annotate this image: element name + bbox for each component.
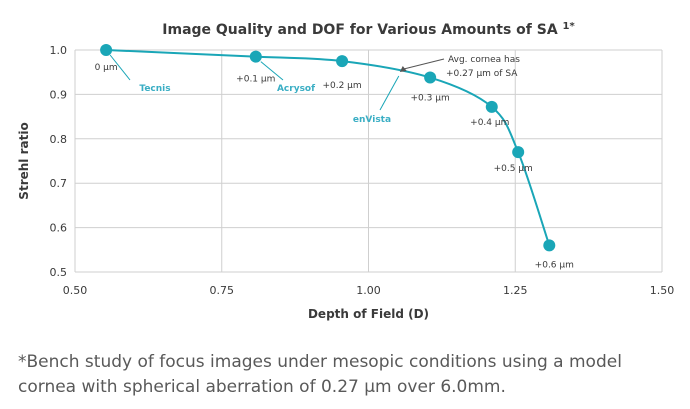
annotation-avg-cornea-line-2: +0.27 µm of SA (446, 69, 518, 79)
data-point-5 (512, 146, 525, 159)
x-tick-label-0: 0.50 (63, 284, 88, 297)
envista-pointer (379, 75, 400, 111)
data-point-2 (336, 55, 349, 68)
data-label-0: 0 µm (95, 63, 118, 73)
chart-svg: Image Quality and DOF for Various Amount… (17, 21, 675, 322)
acrysof-pointer (260, 61, 284, 81)
data-label-1: +0.1 µm (236, 75, 275, 85)
chart: Image Quality and DOF for Various Amount… (17, 21, 675, 322)
data-point-0 (100, 44, 113, 56)
data-label-5: +0.5 µm (494, 164, 533, 174)
x-tick-label-4: 1.50 (650, 284, 675, 297)
x-tick-label-2: 1.00 (356, 284, 381, 297)
data-point-1 (249, 50, 262, 63)
data-label-6: +0.6 µm (535, 260, 574, 270)
y-tick-label-2: 0.7 (50, 177, 68, 190)
x-tick-label-1: 0.75 (210, 284, 235, 297)
footnote-line-1: *Bench study of focus images under mesop… (18, 352, 622, 372)
y-axis-label: Strehl ratio (17, 122, 31, 199)
annotation-acrysof: Acrysof (277, 84, 315, 94)
annotation-avg-cornea-line-1: Avg. cornea has (448, 55, 520, 65)
y-tick-label-5: 1.0 (50, 44, 68, 57)
x-axis-label: Depth of Field (D) (308, 307, 429, 321)
footnote-line-2: cornea with spherical aberration of 0.27… (18, 377, 506, 397)
series-line (106, 49, 551, 246)
data-point-4 (485, 100, 498, 113)
annotation-tecnis: Tecnis (139, 84, 170, 94)
annotation-envista: enVista (353, 115, 391, 125)
data-point-3 (424, 71, 437, 84)
data-label-4: +0.4 µm (470, 118, 509, 128)
avg-cornea-arrowhead (399, 65, 407, 72)
x-tick-label-3: 1.25 (503, 284, 528, 297)
y-tick-label-4: 0.9 (50, 88, 68, 101)
data-point-6 (543, 239, 556, 252)
y-tick-label-1: 0.6 (50, 222, 68, 235)
data-label-2: +0.2 µm (322, 81, 361, 91)
tecnis-pointer (109, 54, 131, 81)
data-label-3: +0.3 µm (411, 94, 450, 104)
footnote: *Bench study of focus images under mesop… (18, 350, 678, 400)
chart-title: Image Quality and DOF for Various Amount… (162, 21, 575, 39)
avg-cornea-pointer (403, 58, 445, 70)
y-tick-label-0: 0.5 (50, 266, 68, 279)
y-tick-label-3: 0.8 (50, 133, 68, 146)
